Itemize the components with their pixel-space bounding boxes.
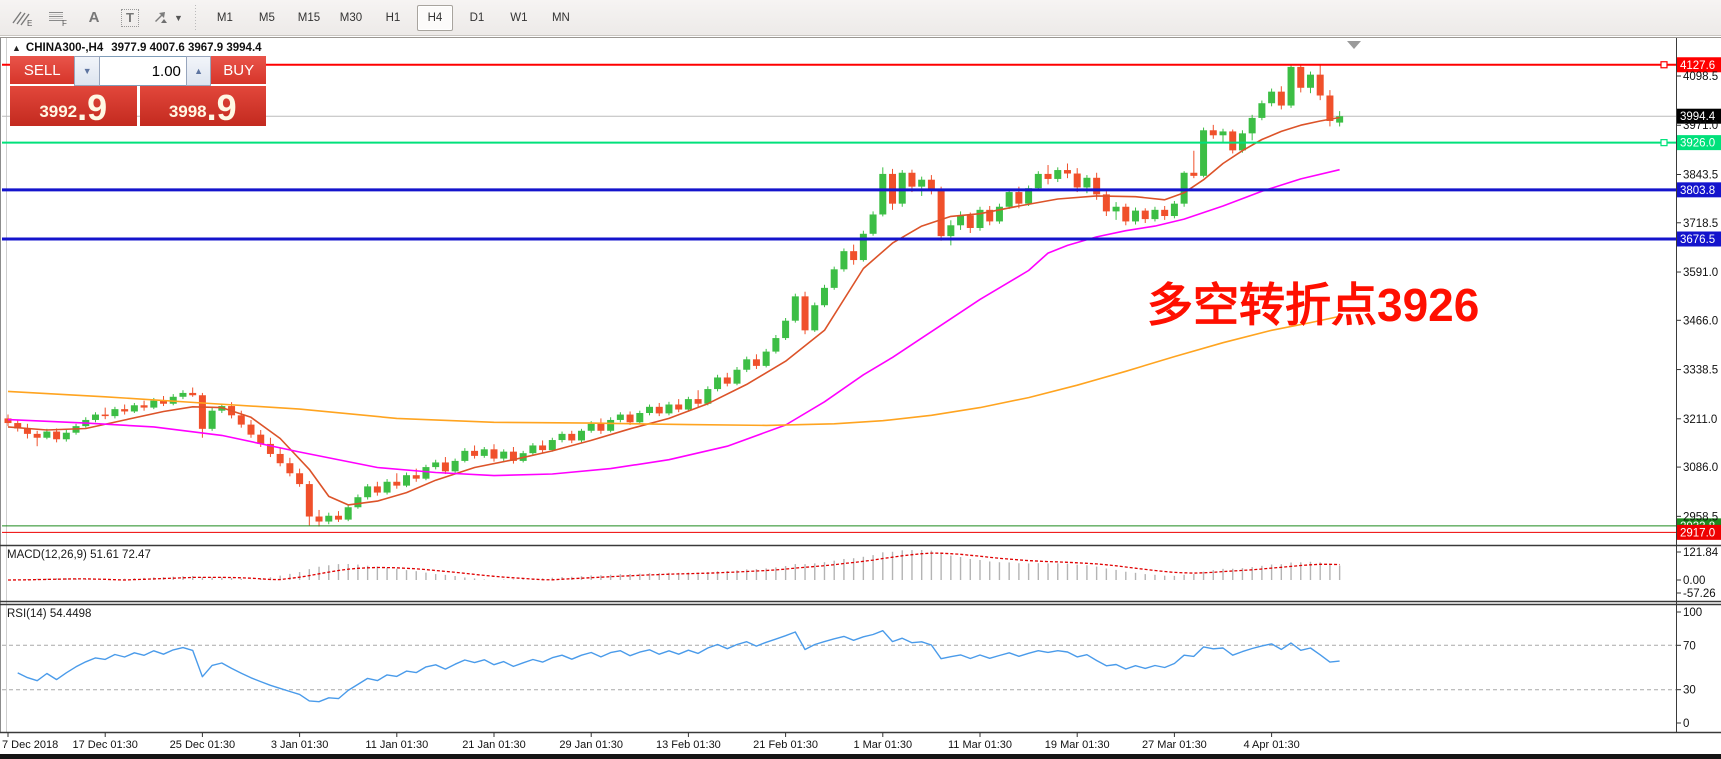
time-axis-label: 4 Apr 01:30	[1243, 739, 1299, 751]
order-panel: SELL ▼ ▲ BUY 3992.9 3998.9	[10, 56, 267, 129]
annotation-text: 多空转折点3926	[1147, 279, 1479, 331]
toolbar-separator	[192, 4, 198, 31]
buy-price-big: .9	[206, 87, 237, 129]
time-axis-label: 21 Jan 01:30	[462, 739, 526, 751]
horizontal-lines-layer[interactable]	[2, 61, 1676, 533]
plot-frame	[0, 37, 1721, 734]
time-axis-label: 11 Mar 01:30	[948, 739, 1012, 751]
svg-text:0: 0	[1683, 718, 1689, 730]
rsi-label: RSI(14) 54.4498	[7, 608, 92, 620]
moving-averages-layer	[7, 116, 1340, 506]
svg-text:70: 70	[1683, 640, 1696, 652]
ma-fast	[7, 116, 1340, 506]
timeframe-button-m1[interactable]: M1	[216, 11, 233, 24]
annotation-layer: 多空转折点3926	[1147, 279, 1479, 331]
svg-text:E: E	[27, 19, 32, 27]
timeframe-group: M1 M5 M15 M30 H1 H4 D1 W1 MN	[207, 4, 579, 31]
time-axis-label: 3 Jan 01:30	[271, 739, 329, 751]
svg-text:3926.0: 3926.0	[1680, 138, 1715, 150]
svg-text:3803.8: 3803.8	[1680, 185, 1715, 197]
time-axis-label: 7 Dec 2018	[2, 739, 58, 751]
time-axis-label: 13 Feb 01:30	[656, 739, 721, 751]
svg-text:2958.5: 2958.5	[1683, 511, 1718, 523]
window-bottom-edge	[0, 754, 1721, 759]
svg-text:121.84: 121.84	[1683, 547, 1719, 559]
svg-text:3211.0: 3211.0	[1683, 414, 1717, 426]
svg-text:3718.5: 3718.5	[1683, 218, 1718, 230]
macd-label: MACD(12,26,9) 51.61 72.47	[7, 549, 151, 561]
toolbar: E F A T ▼	[0, 0, 1721, 36]
svg-text:3591.0: 3591.0	[1683, 267, 1718, 279]
svg-text:4127.6: 4127.6	[1680, 60, 1715, 72]
buy-price-main: 3998	[168, 102, 207, 121]
time-axis-label: 21 Feb 01:30	[753, 739, 818, 751]
timeframe-button-m30[interactable]: M30	[339, 11, 363, 24]
chart-surface[interactable]: 多空转折点39264127.63926.03803.83676.52933.82…	[0, 36, 1721, 759]
ma-medium	[7, 168, 1340, 477]
svg-text:3676.5: 3676.5	[1680, 234, 1715, 246]
collapse-arrow-icon[interactable]: ▲	[12, 43, 21, 53]
text-box-icon[interactable]: T	[114, 4, 146, 32]
time-axis-label: 17 Dec 01:30	[72, 739, 137, 751]
svg-text:0.00: 0.00	[1683, 575, 1705, 587]
price-axis: 4127.63926.03803.83676.52933.82917.03994…	[1677, 57, 1721, 540]
sell-price-button[interactable]: 3992.9	[10, 86, 137, 126]
timeframe-button-d1[interactable]: D1	[469, 11, 485, 24]
svg-text:3466.0: 3466.0	[1683, 315, 1718, 327]
text-label-icon[interactable]: A	[88, 9, 100, 26]
time-axis-label: 19 Mar 01:30	[1045, 739, 1110, 751]
svg-text:-57.26: -57.26	[1683, 588, 1716, 600]
svg-text:4098.5: 4098.5	[1683, 71, 1718, 83]
dropdown-caret-icon: ▼	[174, 12, 183, 23]
rsi-line	[17, 630, 1340, 703]
svg-text:3994.4: 3994.4	[1680, 111, 1716, 123]
timeframe-button-m15[interactable]: M15	[297, 11, 321, 24]
indicator-panels: 121.84 0.00-57.26 100 70 30 0	[2, 547, 1719, 730]
volume-input[interactable]	[99, 56, 186, 86]
ma-slow	[7, 315, 1340, 427]
ohlc-values: 3977.9 4007.6 3967.9 3994.4	[111, 42, 262, 54]
buy-button[interactable]: BUY	[211, 56, 267, 86]
sell-price-big: .9	[77, 87, 108, 129]
chart-window[interactable]: 多空转折点39264127.63926.03803.83676.52933.82…	[0, 36, 1721, 759]
time-axis: 7 Dec 2018 17 Dec 01:30 25 Dec 01:30 3 Jan …	[2, 733, 1300, 751]
time-axis-label: 27 Mar 01:30	[1142, 739, 1207, 751]
svg-text:3843.5: 3843.5	[1683, 169, 1718, 181]
macd-signal-line	[7, 552, 1340, 581]
timeframe-button-mn[interactable]: MN	[551, 11, 570, 24]
time-axis-label: 1 Mar 01:30	[853, 739, 912, 751]
volume-increase-button[interactable]: ▲	[185, 56, 212, 86]
time-axis-label: 11 Jan 01:30	[365, 739, 428, 751]
svg-text:2917.0: 2917.0	[1680, 527, 1715, 539]
grid-dots-icon[interactable]: F	[42, 4, 74, 32]
timeframe-button-h1[interactable]: H1	[385, 11, 401, 24]
svg-text:3338.5: 3338.5	[1683, 365, 1718, 377]
timeframe-button-m5[interactable]: M5	[258, 11, 275, 24]
symbol-name: CHINA300-,H4	[25, 42, 104, 54]
scroll-marker-icon	[1347, 41, 1361, 49]
indicator-draw-icon[interactable]: E	[6, 4, 38, 32]
volume-decrease-button[interactable]: ▼	[74, 56, 100, 86]
candles-layer[interactable]	[4, 64, 1344, 527]
svg-text:100: 100	[1683, 607, 1702, 619]
cursor-arrows-icon[interactable]: ▼	[150, 4, 184, 32]
time-axis-label: 29 Jan 01:30	[559, 739, 623, 751]
sell-button[interactable]: SELL	[10, 56, 75, 86]
chart-title: ▲ CHINA300-,H4 3977.9 4007.6 3967.9 3994.4	[12, 42, 262, 54]
timeframe-button-h4[interactable]: H4	[416, 4, 453, 31]
buy-price-button[interactable]: 3998.9	[139, 86, 266, 129]
time-axis-label: 25 Dec 01:30	[170, 739, 235, 751]
svg-text:F: F	[62, 19, 67, 27]
timeframe-button-w1[interactable]: W1	[510, 11, 528, 24]
svg-text:30: 30	[1683, 685, 1696, 697]
svg-text:3971.0: 3971.0	[1683, 120, 1718, 132]
sell-price-main: 3992	[39, 102, 78, 121]
svg-text:3086.0: 3086.0	[1683, 462, 1718, 474]
